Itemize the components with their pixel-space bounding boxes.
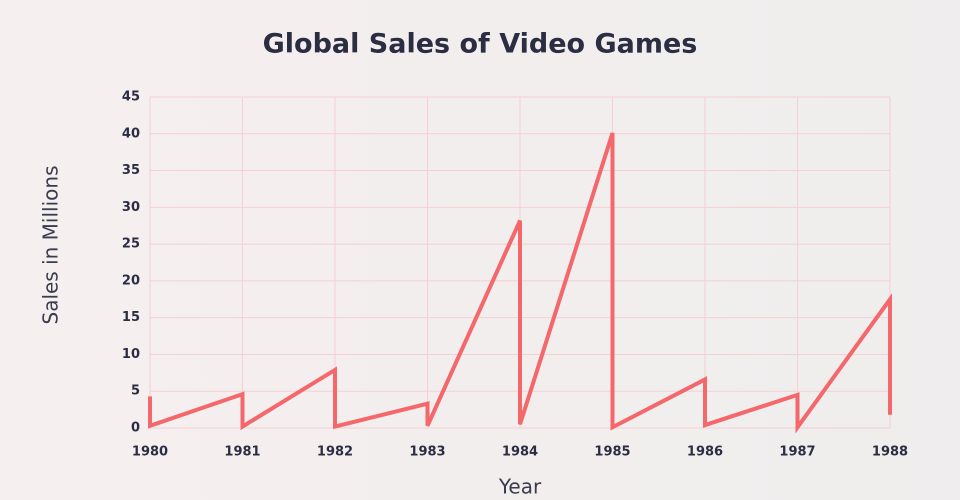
x-tick-label: 1981 bbox=[224, 445, 260, 460]
x-tick-label: 1982 bbox=[317, 445, 353, 460]
x-tick-label: 1983 bbox=[409, 445, 445, 460]
y-tick-label: 10 bbox=[122, 347, 140, 362]
y-tick-label: 5 bbox=[131, 384, 140, 399]
x-axis-label: Year bbox=[498, 475, 542, 499]
x-tick-label: 1984 bbox=[502, 445, 538, 460]
y-tick-label: 20 bbox=[122, 273, 140, 288]
y-tick-label: 45 bbox=[122, 90, 140, 105]
chart-title: Global Sales of Video Games bbox=[263, 29, 698, 60]
x-tick-label: 1988 bbox=[872, 445, 908, 460]
x-tick-label: 1980 bbox=[132, 445, 168, 460]
x-tick-label: 1985 bbox=[594, 445, 630, 460]
data-line bbox=[148, 132, 892, 434]
y-axis-label: Sales in Millions bbox=[39, 166, 63, 325]
y-tick-label: 35 bbox=[122, 163, 140, 178]
y-tick-label: 0 bbox=[131, 421, 140, 436]
x-tick-label: 1987 bbox=[779, 445, 815, 460]
y-tick-label: 15 bbox=[122, 310, 140, 325]
y-tick-label: 30 bbox=[122, 200, 140, 215]
y-tick-label: 40 bbox=[122, 126, 140, 141]
y-tick-label: 25 bbox=[122, 237, 140, 252]
x-tick-label: 1986 bbox=[687, 445, 723, 460]
